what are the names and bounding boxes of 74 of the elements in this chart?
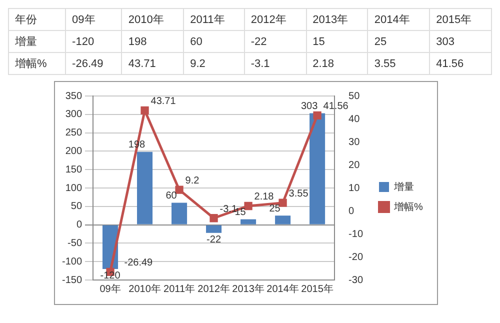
x-tick-label: 2011年 <box>184 8 244 30</box>
data-label: 2.18 <box>306 52 368 74</box>
x-tick-label: 2010年 <box>122 8 184 30</box>
x-tick-label: 09年 <box>100 282 121 295</box>
y-tick-label: 200 <box>65 146 82 157</box>
data-label: 198 <box>122 30 184 52</box>
x-tick-label: 09年 <box>66 8 122 30</box>
y-tick-label: 100 <box>65 182 82 194</box>
point <box>244 202 252 210</box>
x-axis-title: 年份 <box>8 8 66 30</box>
data-label: 9.2 <box>184 52 244 74</box>
y-tick-label: 250 <box>65 128 82 139</box>
bar <box>206 225 222 233</box>
point <box>278 198 287 207</box>
y-tick-label: 0 <box>76 220 82 231</box>
bar <box>172 202 188 224</box>
y-tick-label: 150 <box>65 164 82 176</box>
data-label: 60 <box>166 190 178 202</box>
point <box>175 186 184 194</box>
y2-tick-label: 10 <box>348 182 360 194</box>
data-label: -26.49 <box>124 258 154 269</box>
bar <box>240 219 256 224</box>
data-label: 303 <box>430 30 492 52</box>
bar <box>137 152 153 224</box>
data-label: 60 <box>184 30 244 52</box>
data-label: 41.56 <box>430 52 492 74</box>
y2-tick-label: 30 <box>348 136 360 148</box>
x-tick-label: 2010年 <box>128 282 161 295</box>
x-tick-label: 2014年 <box>368 8 430 30</box>
data-label: -22 <box>244 30 306 52</box>
y2-tick-label: -20 <box>348 252 364 263</box>
y-tick-label: 350 <box>65 90 82 102</box>
data-label: 3.55 <box>288 188 309 200</box>
data-label: 303 <box>300 101 318 112</box>
y2-tick-label: 20 <box>348 160 360 171</box>
x-tick-label: 2011年 <box>164 282 196 295</box>
y2-tick-label: 50 <box>348 90 360 102</box>
data-label: 2.18 <box>254 192 274 203</box>
x-tick-label: 2015年 <box>301 282 334 295</box>
data-label: 15 <box>306 30 368 52</box>
point <box>210 214 218 222</box>
x-tick-label: 2013年 <box>232 282 264 295</box>
y-tick-label: -50 <box>68 238 82 249</box>
data-label: -120 <box>100 270 121 282</box>
bar <box>275 216 291 224</box>
data-label: -3.1 <box>244 52 306 74</box>
y2-tick-label: -30 <box>348 274 364 286</box>
y-tick-label: 50 <box>70 201 82 212</box>
x-tick-label: 2012年 <box>244 8 306 30</box>
y2-tick-label: -10 <box>348 228 364 240</box>
data-label: -120 <box>66 30 122 52</box>
data-label: 3.55 <box>368 52 430 74</box>
data-label: 43.71 <box>150 96 176 108</box>
x-tick-label: 2015年 <box>430 8 492 30</box>
data-label: 43.71 <box>122 52 184 74</box>
data-label: 25 <box>269 203 281 214</box>
y-tick-label: -100 <box>62 256 82 268</box>
data-label: -26.49 <box>66 52 122 74</box>
y-tick-label: -150 <box>62 274 82 286</box>
legend-label: 增幅% <box>393 200 423 213</box>
point <box>140 106 149 115</box>
x-tick-label: 2013年 <box>306 8 368 30</box>
data-label: 9.2 <box>185 176 200 187</box>
x-tick-label: 2012年 <box>198 282 230 295</box>
y-tick-label: 300 <box>65 109 82 120</box>
data-label: 25 <box>368 30 430 52</box>
bar <box>310 113 326 224</box>
legend-label: 增量 <box>393 180 414 193</box>
x-tick-label: 2014年 <box>266 282 299 295</box>
y2-tick-label: 0 <box>348 206 355 217</box>
y2-tick-label: 40 <box>348 114 360 125</box>
data-label: 15 <box>234 207 246 218</box>
point <box>313 111 322 120</box>
data-label: -22 <box>206 234 222 246</box>
